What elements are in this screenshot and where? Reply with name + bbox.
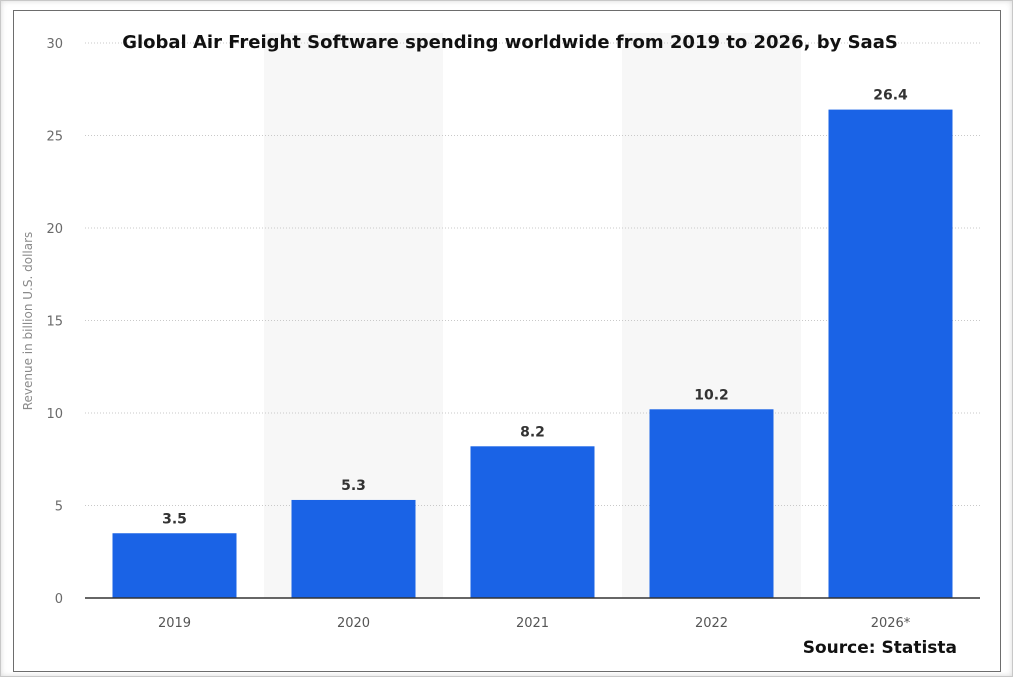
y-axis-ticks: 0 5 10 15 20 25 30: [46, 37, 63, 607]
y-tick-label: 20: [46, 222, 63, 237]
bar: [291, 499, 416, 598]
bars: [112, 109, 953, 598]
value-label: 10.2: [694, 387, 729, 403]
bar: [470, 446, 595, 598]
value-label: 5.3: [341, 478, 366, 494]
value-label: 3.5: [162, 511, 187, 527]
bar: [649, 409, 774, 598]
y-axis-label: Revenue in billion U.S. dollars: [21, 232, 35, 411]
y-tick-label: 15: [46, 315, 63, 330]
x-tick-label: 2020: [337, 616, 370, 631]
value-label: 8.2: [520, 424, 545, 440]
x-tick-label: 2019: [158, 616, 191, 631]
x-tick-label: 2021: [516, 616, 549, 631]
y-tick-label: 25: [46, 130, 63, 145]
x-tick-label: 2022: [695, 616, 728, 631]
chart-title: Global Air Freight Software spending wor…: [122, 32, 898, 53]
bar: [828, 109, 953, 598]
y-tick-label: 10: [46, 407, 63, 422]
x-tick-label: 2026*: [871, 616, 911, 631]
x-axis-ticks: 2019 2020 2021 2022 2026*: [158, 616, 911, 631]
bar: [112, 533, 237, 598]
value-labels: 3.5 5.3 8.2 10.2 26.4: [162, 88, 908, 528]
value-label: 26.4: [873, 88, 908, 104]
y-tick-label: 30: [46, 37, 63, 52]
source-note: Source: Statista: [803, 638, 957, 658]
y-tick-label: 5: [55, 500, 63, 515]
y-tick-label: 0: [55, 592, 63, 607]
